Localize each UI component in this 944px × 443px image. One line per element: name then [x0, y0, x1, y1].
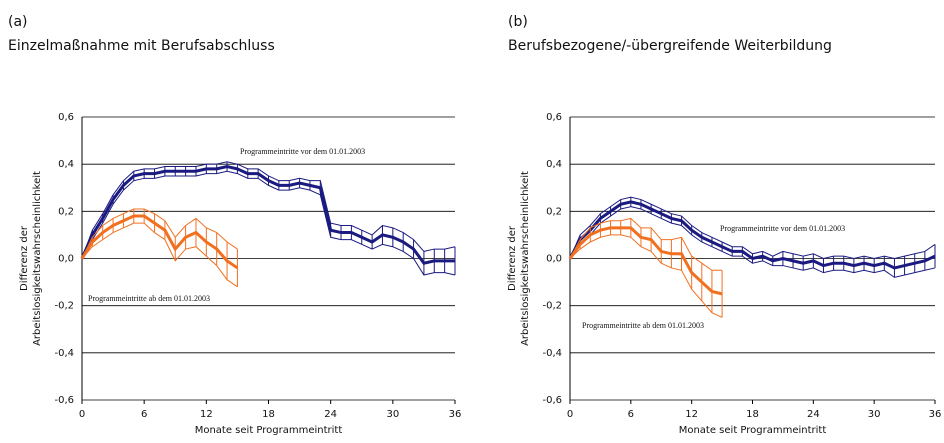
- y-tick-label: -0,6: [54, 395, 74, 406]
- series-line: [80, 164, 455, 265]
- confidence-edge: [81, 161, 456, 259]
- y-axis-label: Arbeitslosigkeitswahrscheinlichkeit: [520, 171, 531, 346]
- chart-title: Einzelmaßnahme mit Berufsabschluss: [8, 38, 275, 54]
- x-tick-label: 24: [324, 409, 337, 420]
- series-line: [568, 200, 936, 270]
- confidence-edge: [81, 208, 238, 259]
- chart-title: Berufsbezogene/-übergreifende Weiterbild…: [508, 38, 832, 54]
- x-tick-label: 36: [929, 409, 942, 420]
- y-tick-label: 0,2: [58, 206, 74, 217]
- confidence-edge: [569, 196, 936, 260]
- panel-label: (a): [8, 14, 28, 30]
- y-axis-label: Differenz der: [19, 225, 30, 291]
- y-tick-label: 0,6: [546, 112, 562, 123]
- x-tick-label: 36: [449, 409, 462, 420]
- chart-panel: (a) Einzelmaßnahme mit Berufsabschluss -0,…: [8, 14, 461, 436]
- y-tick-label: 0,2: [546, 206, 562, 217]
- y-axis-label: Differenz der: [507, 225, 518, 291]
- y-tick-label: -0,6: [542, 395, 562, 406]
- panel-label: (b): [508, 14, 528, 30]
- confidence-edge: [569, 217, 723, 271]
- x-tick-label: 6: [628, 409, 634, 420]
- x-tick-label: 6: [141, 409, 147, 420]
- x-tick-label: 24: [807, 409, 820, 420]
- confidence-edge: [569, 234, 723, 318]
- y-tick-label: 0,0: [546, 254, 562, 265]
- y-tick-label: 0,0: [58, 254, 74, 265]
- annotation: Programmeintritte ab dem 01.01.2003: [582, 321, 704, 330]
- y-tick-label: -0,2: [542, 301, 562, 312]
- y-tick-label: 0,6: [58, 112, 74, 123]
- chart-panel: (b) Berufsbezogene/-übergreifende Weiterb…: [507, 14, 941, 436]
- x-tick-label: 18: [746, 409, 759, 420]
- y-tick-label: -0,4: [542, 348, 562, 359]
- series-line: [568, 226, 723, 296]
- x-tick-label: 0: [567, 409, 573, 420]
- x-axis-label: Monate seit Programmeintritt: [679, 425, 827, 436]
- y-tick-label: 0,4: [58, 159, 74, 170]
- x-tick-label: 30: [868, 409, 881, 420]
- x-tick-label: 30: [386, 409, 399, 420]
- y-tick-label: -0,2: [54, 301, 74, 312]
- x-tick-label: 12: [200, 409, 213, 420]
- confidence-edge: [569, 206, 936, 278]
- x-tick-label: 0: [79, 409, 85, 420]
- annotation: Programmeintritte vor dem 01.01.2003: [720, 224, 845, 233]
- x-axis-label: Monate seit Programmeintritt: [195, 425, 343, 436]
- y-tick-label: 0,4: [546, 159, 562, 170]
- confidence-edge: [81, 170, 456, 276]
- annotation: Programmeintritte vor dem 01.01.2003: [240, 147, 365, 156]
- y-axis-label: Arbeitslosigkeitswahrscheinlichkeit: [32, 171, 43, 346]
- series-line: [80, 214, 239, 270]
- x-tick-label: 12: [685, 409, 698, 420]
- y-tick-label: -0,4: [54, 348, 74, 359]
- x-tick-label: 18: [262, 409, 275, 420]
- annotation: Programmeintritte ab dem 01.01.2003: [88, 294, 210, 303]
- confidence-edge: [81, 222, 238, 288]
